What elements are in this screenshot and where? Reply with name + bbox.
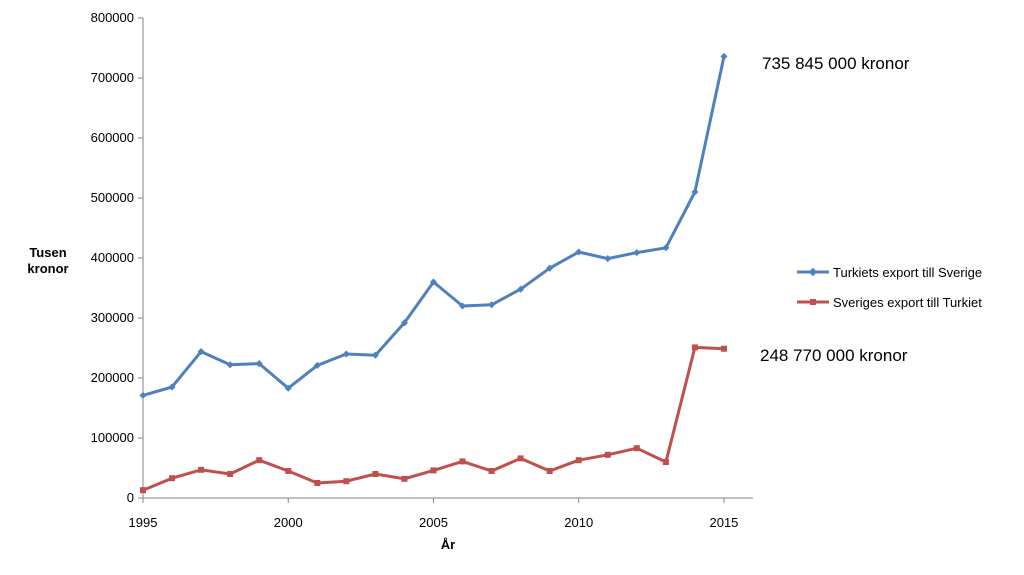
y-tick-label: 0 xyxy=(127,490,134,505)
annotation-sveriges-export-2015: 248 770 000 kronor xyxy=(760,346,908,365)
x-tick-label: 2010 xyxy=(564,515,593,530)
data-point-sveriges-export xyxy=(662,459,669,465)
data-point-sveriges-export xyxy=(546,468,553,474)
data-point-sveriges-export xyxy=(140,487,146,494)
data-point-turkiets-export xyxy=(633,249,641,257)
series-turkiets-export xyxy=(139,52,728,399)
legend-marker-turkiets-export xyxy=(808,267,818,277)
legend-label-sveriges-export: Sveriges export till Turkiet xyxy=(833,295,982,310)
data-point-turkiets-export xyxy=(371,351,379,359)
series-layer xyxy=(139,52,728,494)
y-tick-label: 200000 xyxy=(91,370,134,385)
data-point-turkiets-export xyxy=(168,383,176,391)
data-point-sveriges-export xyxy=(314,480,321,486)
data-point-turkiets-export xyxy=(546,264,554,272)
y-tick-label: 600000 xyxy=(91,130,134,145)
legend-label-turkiets-export: Turkiets export till Sverige xyxy=(833,265,982,280)
y-axis-label-line-2: kronor xyxy=(27,261,68,276)
y-tick-labels: 0 100000 200000 300000 400000 500000 600000 700… xyxy=(91,10,143,505)
data-point-sveriges-export xyxy=(256,457,263,464)
data-point-turkiets-export xyxy=(517,285,525,293)
data-point-turkiets-export xyxy=(691,188,699,196)
data-point-turkiets-export xyxy=(488,301,496,309)
data-point-sveriges-export xyxy=(575,457,582,464)
x-tick-label: 2015 xyxy=(709,515,738,530)
data-point-turkiets-export xyxy=(139,391,147,399)
data-point-turkiets-export xyxy=(400,319,408,327)
y-tick-label: 500000 xyxy=(91,190,134,205)
data-point-turkiets-export xyxy=(226,361,234,369)
data-point-sveriges-export xyxy=(517,455,524,462)
legend-item-sveriges-export: Sveriges export till Turkiet xyxy=(797,295,982,310)
data-point-sveriges-export xyxy=(720,345,727,352)
annotation-turkiets-export-2015: 735 845 000 kronor xyxy=(762,54,910,73)
data-point-turkiets-export xyxy=(604,255,612,263)
data-point-turkiets-export xyxy=(313,361,321,369)
data-point-sveriges-export xyxy=(488,468,495,474)
x-tick-labels: 1995 2000 2005 2010 2015 xyxy=(129,498,738,530)
data-point-turkiets-export xyxy=(197,348,205,356)
y-tick-label: 400000 xyxy=(91,250,134,265)
data-point-sveriges-export xyxy=(227,471,234,477)
x-axis-label: År xyxy=(441,537,455,552)
chart-axes xyxy=(142,18,753,499)
y-axis-label-line-1: Tusen xyxy=(29,245,66,260)
series-sveriges-export xyxy=(140,344,727,494)
x-tick-label: 2000 xyxy=(274,515,303,530)
data-point-sveriges-export xyxy=(169,475,176,482)
legend-item-turkiets-export: Turkiets export till Sverige xyxy=(797,265,982,280)
data-point-sveriges-export xyxy=(372,471,379,477)
data-point-turkiets-export xyxy=(662,244,670,252)
x-tick-label: 1995 xyxy=(129,515,158,530)
y-tick-label: 300000 xyxy=(91,310,134,325)
data-point-sveriges-export xyxy=(459,458,466,465)
data-point-sveriges-export xyxy=(198,466,205,473)
data-point-turkiets-export xyxy=(342,350,350,358)
data-point-sveriges-export xyxy=(401,475,408,482)
data-point-sveriges-export xyxy=(633,445,640,452)
x-tick-label: 2005 xyxy=(419,515,448,530)
legend-marker-sveriges-export xyxy=(810,299,816,305)
y-tick-label: 800000 xyxy=(91,10,134,25)
data-point-turkiets-export xyxy=(284,384,292,392)
legend: Turkiets export till Sverige Sveriges ex… xyxy=(797,265,982,310)
data-point-sveriges-export xyxy=(285,468,292,474)
series-line-turkiets-export xyxy=(142,56,726,397)
data-point-turkiets-export xyxy=(720,52,728,60)
data-point-sveriges-export xyxy=(343,478,350,485)
y-tick-label: 700000 xyxy=(91,70,134,85)
data-point-sveriges-export xyxy=(604,451,611,458)
data-point-sveriges-export xyxy=(430,467,437,474)
y-tick-label: 100000 xyxy=(91,430,134,445)
data-point-sveriges-export xyxy=(691,344,698,351)
